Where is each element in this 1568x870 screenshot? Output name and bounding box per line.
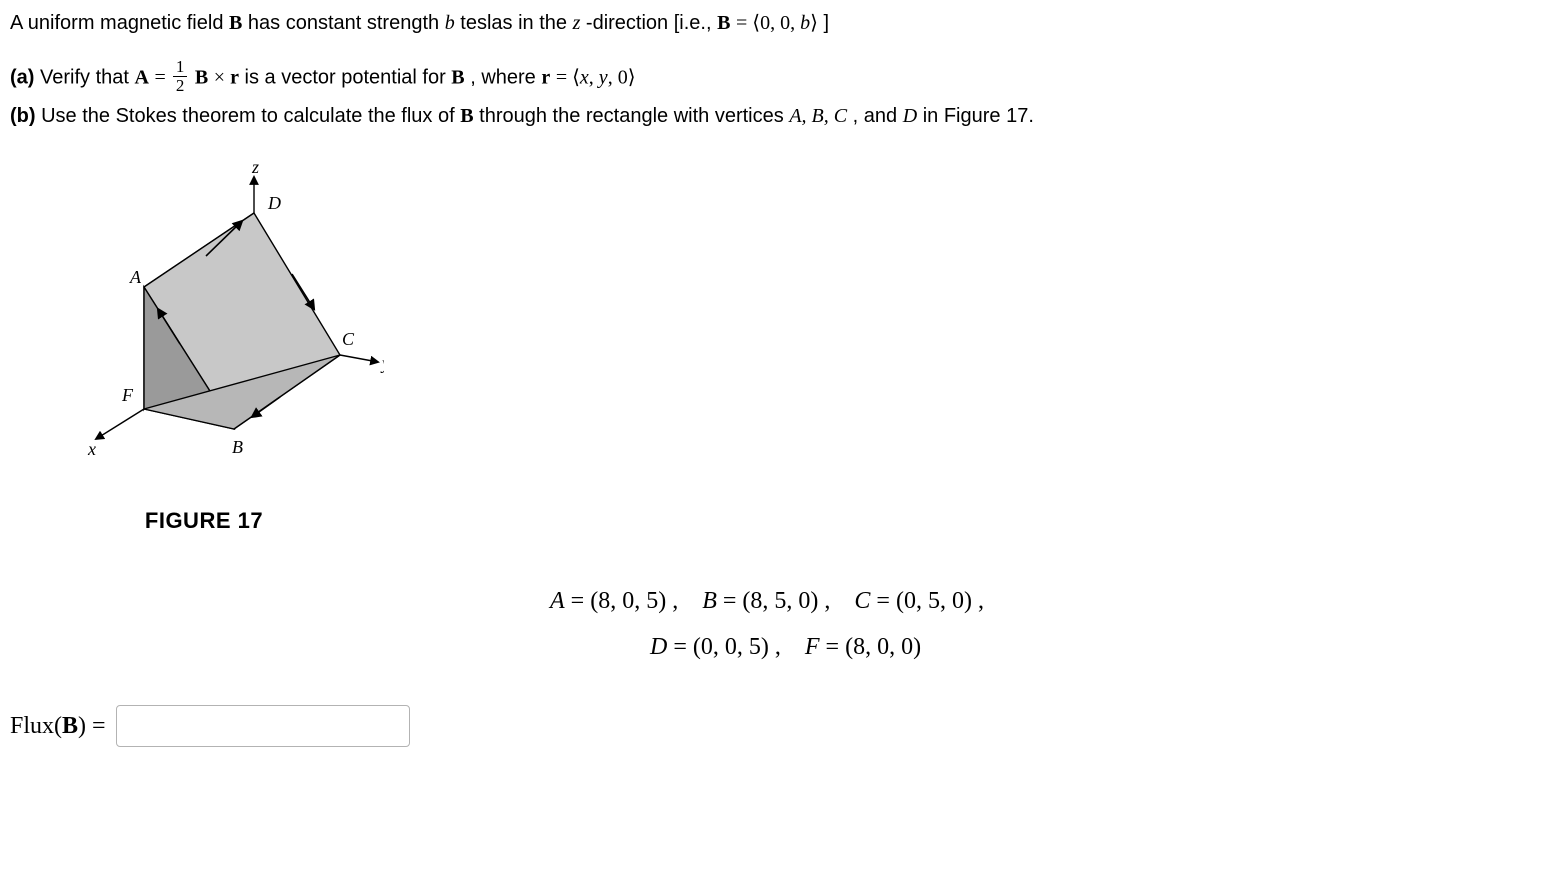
- eq-B: B: [717, 12, 730, 34]
- intro-suffix: ]: [823, 12, 829, 34]
- eq-sign: =: [736, 12, 752, 34]
- vertex-line-2: D = (0, 0, 5) , F = (8, 0, 0): [550, 629, 1558, 665]
- part-a-label: (a): [10, 67, 34, 89]
- figure-svg: z y x D A F B C: [24, 159, 384, 489]
- flux-label: Flux(B) =: [10, 708, 106, 744]
- pb-t2: through the rectangle with vertices: [479, 105, 789, 127]
- axis-x-label: x: [87, 439, 96, 459]
- label-A: A: [129, 267, 142, 287]
- figure-caption: FIGURE 17: [24, 504, 384, 537]
- pa-rhs: ⟨x, y, 0⟩: [572, 67, 635, 89]
- label-F: F: [121, 385, 134, 405]
- pb-t3: in Figure 17.: [923, 105, 1034, 127]
- vertex-line-1: A = (8, 0, 5) , B = (8, 5, 0) , C = (0, …: [550, 583, 1558, 619]
- part-b-label: (b): [10, 105, 36, 127]
- pa-t2: is a vector potential for: [245, 67, 452, 89]
- pb-and: , and: [853, 105, 903, 127]
- pa-t1: Verify that: [40, 67, 135, 89]
- pb-B: B: [460, 105, 473, 127]
- label-D: D: [267, 193, 281, 213]
- pa-eq2: =: [556, 67, 572, 89]
- fraction-half: 1 2: [173, 58, 188, 95]
- figure-17: z y x D A F B C FIGURE 17: [10, 145, 410, 547]
- sym-b: b: [445, 12, 455, 34]
- part-b: (b) Use the Stokes theorem to calculate …: [10, 101, 1558, 131]
- pb-D: D: [903, 105, 917, 127]
- axis-z-label: z: [251, 159, 259, 177]
- frac-num: 1: [173, 58, 188, 76]
- pb-t1: Use the Stokes theorem to calculate the …: [41, 105, 460, 127]
- intro-line: A uniform magnetic field B has constant …: [10, 8, 1558, 38]
- intro-t2: teslas in the: [460, 12, 572, 34]
- pa-eq: =: [155, 67, 171, 89]
- pa-r: r: [230, 67, 239, 89]
- label-C: C: [342, 329, 355, 349]
- part-a: (a) Verify that A = 1 2 B × r is a vecto…: [10, 60, 1558, 97]
- pa-B2: B: [451, 67, 464, 89]
- label-B: B: [232, 437, 243, 457]
- pa-t3: , where: [470, 67, 541, 89]
- pb-verts: A, B, C: [789, 105, 847, 127]
- vertex-list: A = (8, 0, 5) , B = (8, 5, 0) , C = (0, …: [10, 583, 1558, 665]
- eq-rhs: ⟨0, 0, b⟩: [752, 12, 818, 34]
- frac-den: 2: [173, 76, 188, 95]
- flux-input[interactable]: [116, 705, 410, 747]
- intro-t1: has constant strength: [248, 12, 445, 34]
- intro-text: A uniform magnetic field: [10, 12, 229, 34]
- pa-cross: ×: [214, 67, 230, 89]
- pa-B: B: [195, 67, 208, 89]
- pa-r2: r: [541, 67, 550, 89]
- answer-row: Flux(B) =: [10, 705, 1558, 747]
- intro-t3: -direction [i.e.,: [586, 12, 717, 34]
- sym-B: B: [229, 12, 242, 34]
- axis-y-label: y: [380, 353, 384, 373]
- pa-A: A: [135, 67, 149, 89]
- sym-z: z: [573, 12, 581, 34]
